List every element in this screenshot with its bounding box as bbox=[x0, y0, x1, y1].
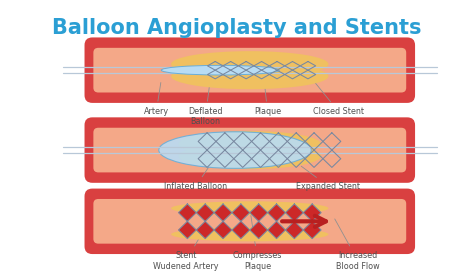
Polygon shape bbox=[179, 221, 196, 239]
Polygon shape bbox=[250, 204, 268, 221]
Polygon shape bbox=[179, 204, 196, 221]
Text: Increased
Blood Flow: Increased Blood Flow bbox=[335, 219, 380, 271]
Text: Expanded Stent: Expanded Stent bbox=[297, 166, 361, 191]
FancyBboxPatch shape bbox=[84, 37, 415, 103]
Ellipse shape bbox=[171, 227, 328, 241]
FancyBboxPatch shape bbox=[84, 117, 415, 183]
FancyBboxPatch shape bbox=[84, 189, 415, 254]
Ellipse shape bbox=[171, 201, 328, 215]
Polygon shape bbox=[303, 221, 321, 239]
Text: Stent
Wudened Artery: Stent Wudened Artery bbox=[153, 238, 219, 271]
Polygon shape bbox=[214, 221, 232, 239]
Polygon shape bbox=[285, 221, 303, 239]
Polygon shape bbox=[268, 204, 285, 221]
Ellipse shape bbox=[161, 65, 279, 75]
Ellipse shape bbox=[171, 51, 328, 77]
Polygon shape bbox=[214, 204, 232, 221]
FancyBboxPatch shape bbox=[93, 128, 406, 172]
Text: Compresses
Plaque: Compresses Plaque bbox=[233, 211, 283, 271]
Ellipse shape bbox=[171, 63, 328, 89]
Polygon shape bbox=[285, 204, 303, 221]
Text: Artery: Artery bbox=[144, 83, 169, 116]
Ellipse shape bbox=[179, 131, 321, 157]
Polygon shape bbox=[268, 221, 285, 239]
Text: Deflated
Balloon: Deflated Balloon bbox=[188, 81, 223, 126]
Polygon shape bbox=[232, 204, 250, 221]
Text: Inflated Balloon: Inflated Balloon bbox=[164, 167, 227, 191]
Text: Closed Stent: Closed Stent bbox=[310, 77, 364, 116]
Text: Balloon Angioplasty and Stents: Balloon Angioplasty and Stents bbox=[52, 18, 422, 38]
FancyBboxPatch shape bbox=[93, 48, 406, 93]
Polygon shape bbox=[232, 221, 250, 239]
Polygon shape bbox=[303, 204, 321, 221]
Ellipse shape bbox=[159, 132, 311, 168]
Ellipse shape bbox=[179, 143, 321, 169]
Polygon shape bbox=[196, 221, 214, 239]
Polygon shape bbox=[250, 221, 268, 239]
Text: Plaque: Plaque bbox=[254, 60, 281, 116]
Polygon shape bbox=[196, 204, 214, 221]
FancyBboxPatch shape bbox=[93, 199, 406, 244]
